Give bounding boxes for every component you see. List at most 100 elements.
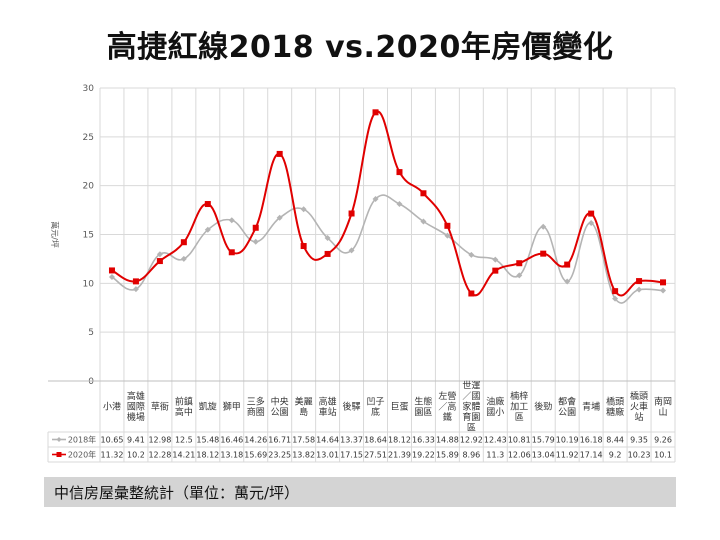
table-value-2018: 14.88 [436,436,459,445]
y-tick-label: 0 [88,377,94,387]
table-value-2018: 16.46 [220,436,243,445]
source-footer: 中信房屋彙整統計（單位：萬元/坪） [44,477,676,507]
table-value-2020: 13.01 [316,451,339,460]
point-2018 [300,206,307,213]
category-label: 油廠國小 [486,395,504,418]
chart-title: 高捷紅線2018 vs.2020年房價變化 [106,30,614,65]
point-2018 [636,286,643,293]
table-value-2018: 18.12 [388,436,411,445]
table-value-2018: 10.81 [508,436,531,445]
table-value-2018: 12.92 [460,436,483,445]
point-2020 [492,267,499,274]
category-label: 凱旋 [199,401,217,413]
table-value-2020: 17.15 [340,451,363,460]
point-2018 [612,295,619,302]
point-2020 [300,243,307,250]
table-value-2020: 19.22 [412,451,435,460]
point-2020 [540,250,547,257]
table-value-2020: 11.32 [101,451,124,460]
table-value-2018: 12.43 [484,436,507,445]
table-value-2018: 9.41 [127,436,145,445]
point-2018 [252,238,259,245]
point-2020 [348,210,355,217]
point-2018 [468,251,475,258]
table-value-2020: 13.82 [292,451,315,460]
table-value-2018: 12.98 [148,436,171,445]
point-2020 [516,260,523,267]
point-2018 [348,247,355,254]
point-2018 [516,272,523,279]
point-2020 [180,239,187,246]
table-value-2020: 12.28 [148,451,171,460]
category-label: 凹子底 [367,396,385,418]
category-label: 青埔 [582,401,600,413]
point-2018 [180,255,187,262]
table-value-2018: 15.79 [532,436,555,445]
point-2018 [564,278,571,285]
table-value-2020: 9.2 [609,451,622,460]
table-value-2020: 27.51 [364,451,387,460]
point-2018 [444,232,451,239]
y-tick-label: 10 [83,279,95,289]
category-label: 中央公園 [271,395,289,418]
table-value-2020: 15.69 [244,451,267,460]
y-tick-label: 30 [83,84,95,94]
category-label: 獅甲 [223,401,241,413]
point-2020 [252,224,259,231]
category-label: 南岡山 [654,395,672,418]
table-value-2020: 15.89 [436,451,459,460]
table-value-2018: 16.71 [268,436,291,445]
table-value-2018: 9.26 [654,436,672,445]
point-2020 [132,278,139,285]
point-2018 [420,218,427,225]
legend-label-2020: 2020年 [68,450,96,460]
category-label: 後勁 [534,401,552,413]
table-value-2018: 8.44 [606,436,624,445]
category-label: 橋頭火車站 [630,390,648,423]
point-2020 [372,109,379,116]
point-2018 [204,226,211,233]
category-label: 橋頭糖廠 [606,395,624,418]
y-tick-label: 20 [83,182,95,192]
y-tick-label: 5 [88,328,94,338]
table-value-2018: 18.64 [364,436,387,445]
table-value-2020: 18.12 [196,451,219,460]
table-value-2020: 13.04 [532,451,555,460]
point-2018 [540,223,547,230]
category-label: 楠梓加工區 [510,390,528,423]
point-2018 [228,217,235,224]
table-value-2018: 14.64 [316,436,339,445]
y-axis-label: 萬元/坪 [50,221,60,248]
point-2018 [372,195,379,202]
legend-marker-2018 [56,437,62,442]
table-value-2020: 14.21 [172,451,195,460]
table-value-2020: 11.92 [556,451,579,460]
table-value-2020: 10.1 [654,451,672,460]
point-2018 [492,256,499,263]
point-2020 [444,222,451,229]
point-2020 [636,278,643,285]
point-2020 [108,267,115,274]
point-2020 [396,169,403,176]
point-2018 [660,287,667,294]
source-note: 中信房屋彙整統計（單位：萬元/坪） [54,484,300,502]
category-label: 美麗島 [295,395,313,418]
point-2020 [228,249,235,256]
y-tick-label: 15 [83,231,94,241]
table-value-2020: 12.06 [508,451,531,460]
point-2020 [564,261,571,268]
table-value-2020: 8.96 [462,451,480,460]
point-2020 [324,250,331,257]
category-label: 小港 [103,401,121,413]
table-value-2020: 23.25 [268,451,291,460]
category-label: 三多商圈 [247,395,265,418]
table-value-2018: 10.19 [556,436,579,445]
category-label: 草衙 [151,401,169,413]
table-value-2018: 17.58 [292,436,315,445]
category-label: 左營／高鐵 [438,390,456,423]
point-2018 [276,214,283,221]
point-2020 [276,150,283,157]
table-value-2018: 16.33 [412,436,435,445]
table-value-2018: 10.65 [101,436,124,445]
